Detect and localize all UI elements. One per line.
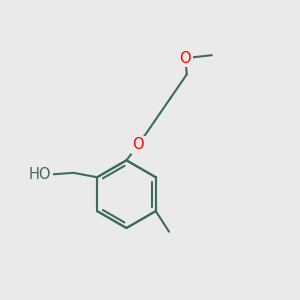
- Text: O: O: [179, 51, 191, 66]
- Text: O: O: [132, 137, 144, 152]
- Text: HO: HO: [29, 167, 52, 182]
